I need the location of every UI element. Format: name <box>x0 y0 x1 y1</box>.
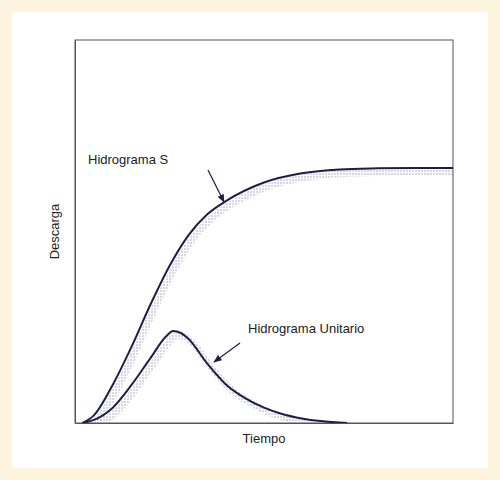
x-axis-title: Tiempo <box>243 431 286 446</box>
series-label: Hidrograma Unitario <box>248 321 364 336</box>
y-axis-title: Descarga <box>47 203 62 259</box>
marks <box>83 168 453 423</box>
label-arrow <box>208 170 224 202</box>
axis-line <box>75 41 76 424</box>
y-axis <box>75 41 76 424</box>
axis-line <box>76 423 454 424</box>
plot <box>75 40 457 427</box>
chart: Hidrograma S Hidrograma Unitario Tiempo Des… <box>0 0 500 480</box>
x-axis <box>76 423 454 424</box>
line-shadow <box>87 335 352 423</box>
panel <box>12 12 488 468</box>
line <box>83 331 348 423</box>
line-shadow <box>87 172 453 423</box>
label-arrow <box>214 343 240 362</box>
series-label: Hidrograma S <box>88 152 169 167</box>
